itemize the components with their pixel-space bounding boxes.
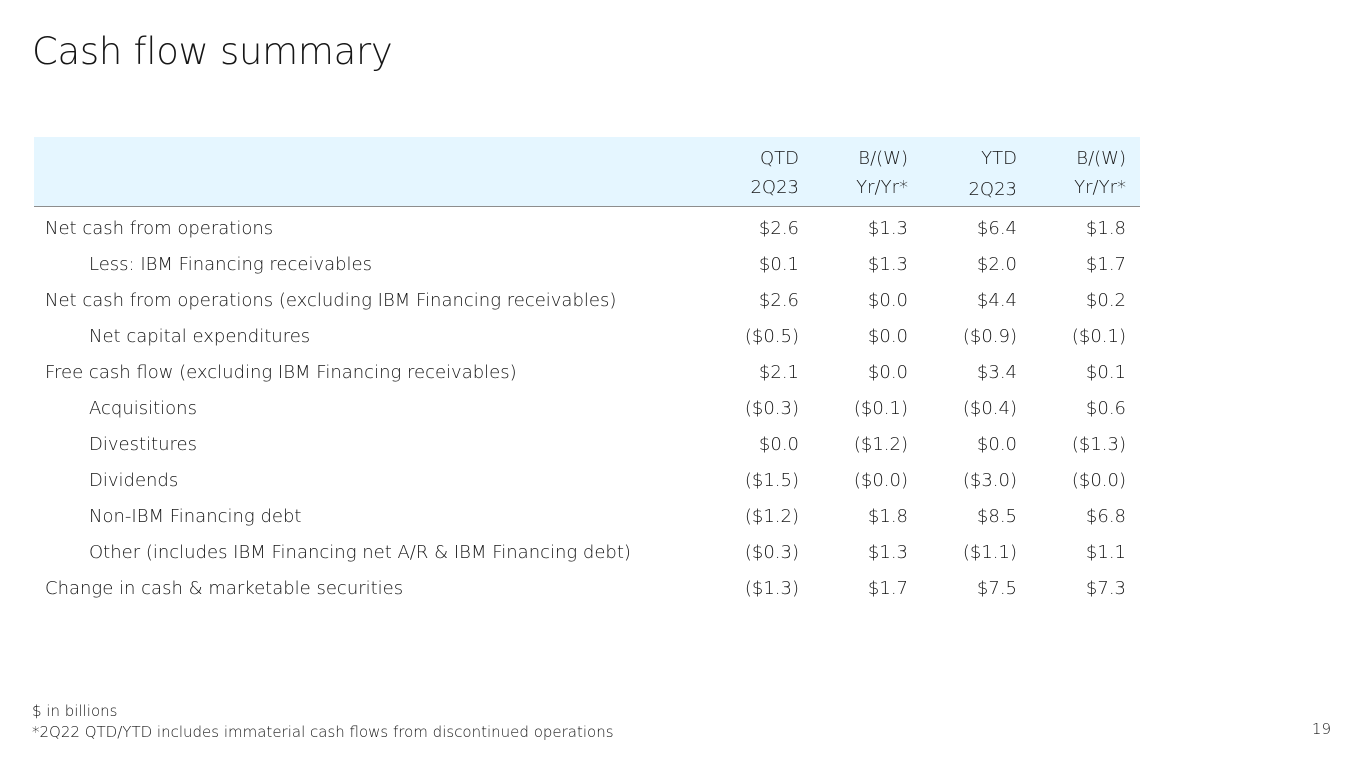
cell-qtd: $2.6 [758, 218, 799, 239]
table-row: Net capital expenditures ($0.5) $0.0 ($0… [34, 319, 1140, 355]
cell-ytd: ($3.0) [962, 470, 1017, 491]
cell-qtd-yr-yr: $1.3 [867, 218, 908, 239]
cell-ytd-yr-yr: $0.6 [1085, 398, 1126, 419]
cell-ytd: $0.0 [976, 434, 1017, 455]
cell-qtd: ($1.3) [744, 578, 799, 599]
cell-ytd: $2.0 [976, 254, 1017, 275]
cell-ytd: $7.5 [976, 578, 1017, 599]
table-row: Net cash from operations (excluding IBM … [34, 283, 1140, 319]
column-header-line1: B/(W) [1076, 148, 1126, 169]
row-label: Less: IBM Financing receivables [89, 254, 373, 275]
row-label: Net cash from operations (excluding IBM … [45, 290, 617, 311]
cell-ytd: $6.4 [976, 218, 1017, 239]
page-title: Cash flow summary [32, 30, 393, 73]
row-label: Net cash from operations [45, 218, 274, 239]
column-header-line1: B/(W) [858, 148, 908, 169]
cell-qtd-yr-yr: $1.8 [867, 506, 908, 527]
table-body: Net cash from operations $2.6 $1.3 $6.4 … [34, 211, 1140, 607]
row-label: Free cash flow (excluding IBM Financing … [45, 362, 517, 383]
cell-qtd-yr-yr: ($1.2) [853, 434, 908, 455]
row-label: Dividends [89, 470, 179, 491]
cell-qtd: ($0.3) [744, 398, 799, 419]
cell-ytd: $4.4 [976, 290, 1017, 311]
row-label: Non-IBM Financing debt [89, 506, 302, 527]
table-row: Less: IBM Financing receivables $0.1 $1.… [34, 247, 1140, 283]
table-row: Acquisitions ($0.3) ($0.1) ($0.4) $0.6 [34, 391, 1140, 427]
column-header-line2: 2Q23 [968, 179, 1017, 200]
page-number: 19 [1311, 720, 1331, 738]
cell-qtd: $2.6 [758, 290, 799, 311]
column-header-line2: 2Q23 [750, 177, 799, 198]
cell-qtd: ($0.5) [744, 326, 799, 347]
column-header-line2: Yr/Yr* [856, 177, 908, 198]
cell-qtd: ($1.2) [744, 506, 799, 527]
cell-ytd-yr-yr: $7.3 [1085, 578, 1126, 599]
cell-qtd-yr-yr: ($0.1) [853, 398, 908, 419]
table-row: Net cash from operations $2.6 $1.3 $6.4 … [34, 211, 1140, 247]
cell-qtd-yr-yr: ($0.0) [853, 470, 908, 491]
cell-qtd-yr-yr: $1.7 [867, 578, 908, 599]
cell-ytd-yr-yr: $1.8 [1085, 218, 1126, 239]
cell-ytd: ($1.1) [962, 542, 1017, 563]
discontinued-operations-footnote: *2Q22 QTD/YTD includes immaterial cash f… [32, 723, 614, 741]
cell-qtd: ($0.3) [744, 542, 799, 563]
row-label: Other (includes IBM Financing net A/R & … [89, 542, 631, 563]
cash-flow-table: QTD 2Q23 B/(W) Yr/Yr* YTD 2Q23 B/(W) Yr/… [34, 137, 1140, 607]
table-row: Free cash flow (excluding IBM Financing … [34, 355, 1140, 391]
row-label: Acquisitions [89, 398, 197, 419]
cell-ytd-yr-yr: ($1.3) [1071, 434, 1126, 455]
cell-qtd-yr-yr: $1.3 [867, 254, 908, 275]
row-label: Change in cash & marketable securities [45, 578, 404, 599]
table-row: Change in cash & marketable securities (… [34, 571, 1140, 607]
cell-ytd: ($0.9) [962, 326, 1017, 347]
cell-qtd: $0.0 [758, 434, 799, 455]
row-label: Net capital expenditures [89, 326, 311, 347]
cell-qtd-yr-yr: $0.0 [867, 290, 908, 311]
cell-ytd-yr-yr: $0.1 [1085, 362, 1126, 383]
cell-qtd-yr-yr: $0.0 [867, 326, 908, 347]
column-header-line1: QTD [759, 148, 799, 169]
cell-ytd: $8.5 [976, 506, 1017, 527]
table-header: QTD 2Q23 B/(W) Yr/Yr* YTD 2Q23 B/(W) Yr/… [34, 137, 1140, 207]
cell-ytd-yr-yr: ($0.1) [1071, 326, 1126, 347]
cell-ytd: $3.4 [976, 362, 1017, 383]
cell-qtd: ($1.5) [744, 470, 799, 491]
cell-qtd-yr-yr: $1.3 [867, 542, 908, 563]
cell-ytd-yr-yr: $6.8 [1085, 506, 1126, 527]
cell-ytd-yr-yr: ($0.0) [1071, 470, 1126, 491]
table-row: Non-IBM Financing debt ($1.2) $1.8 $8.5 … [34, 499, 1140, 535]
cell-qtd-yr-yr: $0.0 [867, 362, 908, 383]
cell-ytd-yr-yr: $0.2 [1085, 290, 1126, 311]
cell-qtd: $2.1 [758, 362, 799, 383]
cell-qtd: $0.1 [758, 254, 799, 275]
table-row: Dividends ($1.5) ($0.0) ($3.0) ($0.0) [34, 463, 1140, 499]
cell-ytd-yr-yr: $1.1 [1085, 542, 1126, 563]
cell-ytd: ($0.4) [962, 398, 1017, 419]
cell-ytd-yr-yr: $1.7 [1085, 254, 1126, 275]
table-row: Other (includes IBM Financing net A/R & … [34, 535, 1140, 571]
row-label: Divestitures [89, 434, 197, 455]
column-header-line2: Yr/Yr* [1074, 177, 1126, 198]
table-row: Divestitures $0.0 ($1.2) $0.0 ($1.3) [34, 427, 1140, 463]
column-header-line1: YTD [981, 148, 1017, 169]
units-footnote: $ in billions [32, 702, 118, 720]
